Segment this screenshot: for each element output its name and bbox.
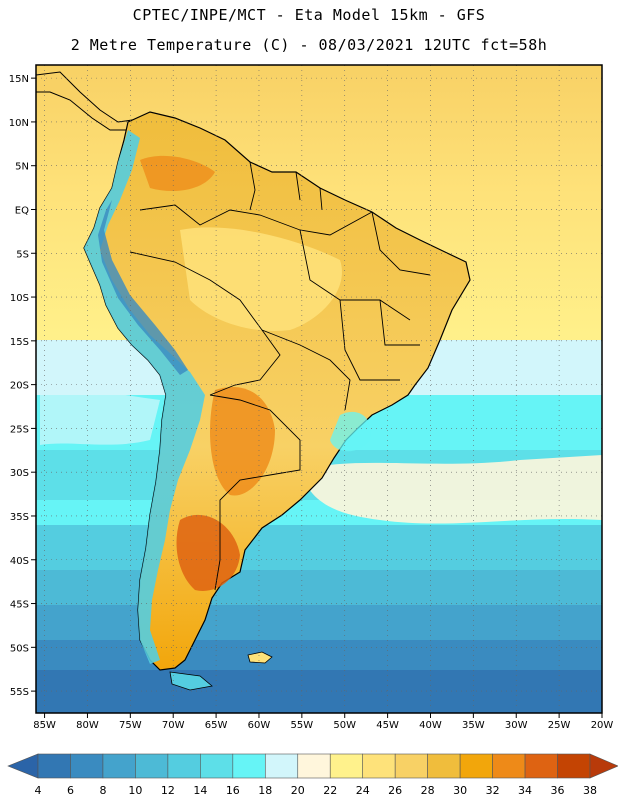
lat-label: EQ <box>15 205 29 216</box>
lat-label: 10N <box>9 118 29 129</box>
grid-lines <box>36 65 602 713</box>
colorbar-swatch <box>427 753 461 779</box>
chaco-hot-patch <box>210 386 275 496</box>
colorbar-tick-label: 4 <box>35 784 42 797</box>
map-frame <box>35 64 603 714</box>
ocean-band <box>36 670 602 713</box>
falklands-island <box>247 651 273 664</box>
colorbar-swatch <box>135 753 169 779</box>
colorbar-swatch <box>200 753 234 779</box>
colorbar-swatch <box>459 753 493 779</box>
colorbar-swatch <box>492 753 526 779</box>
colorbar-tick-label: 24 <box>356 784 370 797</box>
lat-label: 50S <box>10 643 29 654</box>
colorbar-swatch <box>232 753 266 779</box>
ocean-band <box>36 570 602 610</box>
colorbar-tick-label: 32 <box>486 784 500 797</box>
lat-label: 55S <box>10 687 29 698</box>
serra-cool-patch <box>330 411 371 452</box>
lat-label: 15N <box>9 74 29 85</box>
colorbar-tick-label: 14 <box>193 784 207 797</box>
ocean-band <box>36 525 602 575</box>
axis-labels: 15N 10N 5N EQ 5S 10S 15S 20S 25S 30S 35S 40S 45S 50S 5… <box>9 74 614 731</box>
lat-label: 20S <box>10 381 29 392</box>
colorbar-tick-label: 28 <box>421 784 435 797</box>
lon-label: 65W <box>205 720 228 731</box>
andes-cold-core <box>98 200 188 375</box>
lat-label: 45S <box>10 600 29 611</box>
colorbar-tick-label: 34 <box>518 784 532 797</box>
colorbar-swatch <box>37 753 71 779</box>
lon-label: 50W <box>333 720 356 731</box>
lon-label: 35W <box>462 720 485 731</box>
colorbar-tick-label: 18 <box>258 784 272 797</box>
lat-label: 5S <box>16 249 29 260</box>
lon-label: 30W <box>505 720 528 731</box>
colorbar-arrow-high <box>589 753 618 779</box>
colorbar-tick-label: 6 <box>67 784 74 797</box>
colorbar-tick-label: 22 <box>323 784 337 797</box>
colorbar-swatch <box>70 753 104 779</box>
lon-label: 40W <box>419 720 442 731</box>
colorbar-tick-label: 10 <box>128 784 142 797</box>
title-line-2: 2 Metre Temperature (C) - 08/03/2021 12U… <box>70 36 548 54</box>
lon-label: 25W <box>548 720 571 731</box>
lat-label: 40S <box>10 556 29 567</box>
colorbar-tick-label: 8 <box>99 784 106 797</box>
colorbar-swatch <box>394 753 428 779</box>
venezuela-hot-patch <box>140 155 215 192</box>
colorbar-swatch <box>264 753 299 779</box>
atlantic-cool-patch <box>40 390 160 445</box>
tierra-del-fuego <box>169 671 213 691</box>
colorbar-tick-label: 30 <box>453 784 467 797</box>
colorbar-tick-label: 12 <box>161 784 175 797</box>
ocean-band <box>36 640 602 675</box>
lat-label: 5N <box>15 162 29 173</box>
colorbar-swatch <box>557 753 591 779</box>
colorbar-arrow-low <box>7 753 39 779</box>
lat-label: 10S <box>10 293 29 304</box>
colorbar-swatch <box>167 753 201 779</box>
colorbar-tick-label: 16 <box>226 784 240 797</box>
colorbar-tick-label: 26 <box>388 784 402 797</box>
lon-label: 45W <box>376 720 399 731</box>
lon-label: 55W <box>291 720 314 731</box>
lon-label: 20W <box>591 720 614 731</box>
colorbar-swatch <box>102 753 136 779</box>
andes-cold-ridge <box>84 130 205 664</box>
colorbar-swatch <box>297 753 331 779</box>
title-line-1: CPTEC/INPE/MCT - Eta Model 15km - GFS <box>132 6 486 24</box>
colorbar: 4 6 8 10 12 14 16 18 20 22 24 26 28 30 32 34 36 38 <box>7 753 618 797</box>
lon-label: 70W <box>162 720 185 731</box>
colorbar-swatch <box>329 753 364 779</box>
country-borders <box>129 161 431 591</box>
colorbar-tick-label: 38 <box>583 784 597 797</box>
colorbar-tick-label: 36 <box>551 784 565 797</box>
ocean-band <box>36 605 602 645</box>
patagonia-hot-patch <box>176 514 240 591</box>
colorbar-tick-label: 20 <box>291 784 305 797</box>
lat-label: 15S <box>10 337 29 348</box>
colorbar-swatch <box>524 753 558 779</box>
map-area <box>36 65 602 713</box>
lat-label: 25S <box>10 424 29 435</box>
lon-label: 80W <box>76 720 99 731</box>
lat-label: 35S <box>10 512 29 523</box>
colorbar-swatch <box>362 753 396 779</box>
lon-label: 60W <box>248 720 271 731</box>
lon-label: 75W <box>119 720 142 731</box>
lat-label: 30S <box>10 468 29 479</box>
lon-label: 85W <box>33 720 56 731</box>
